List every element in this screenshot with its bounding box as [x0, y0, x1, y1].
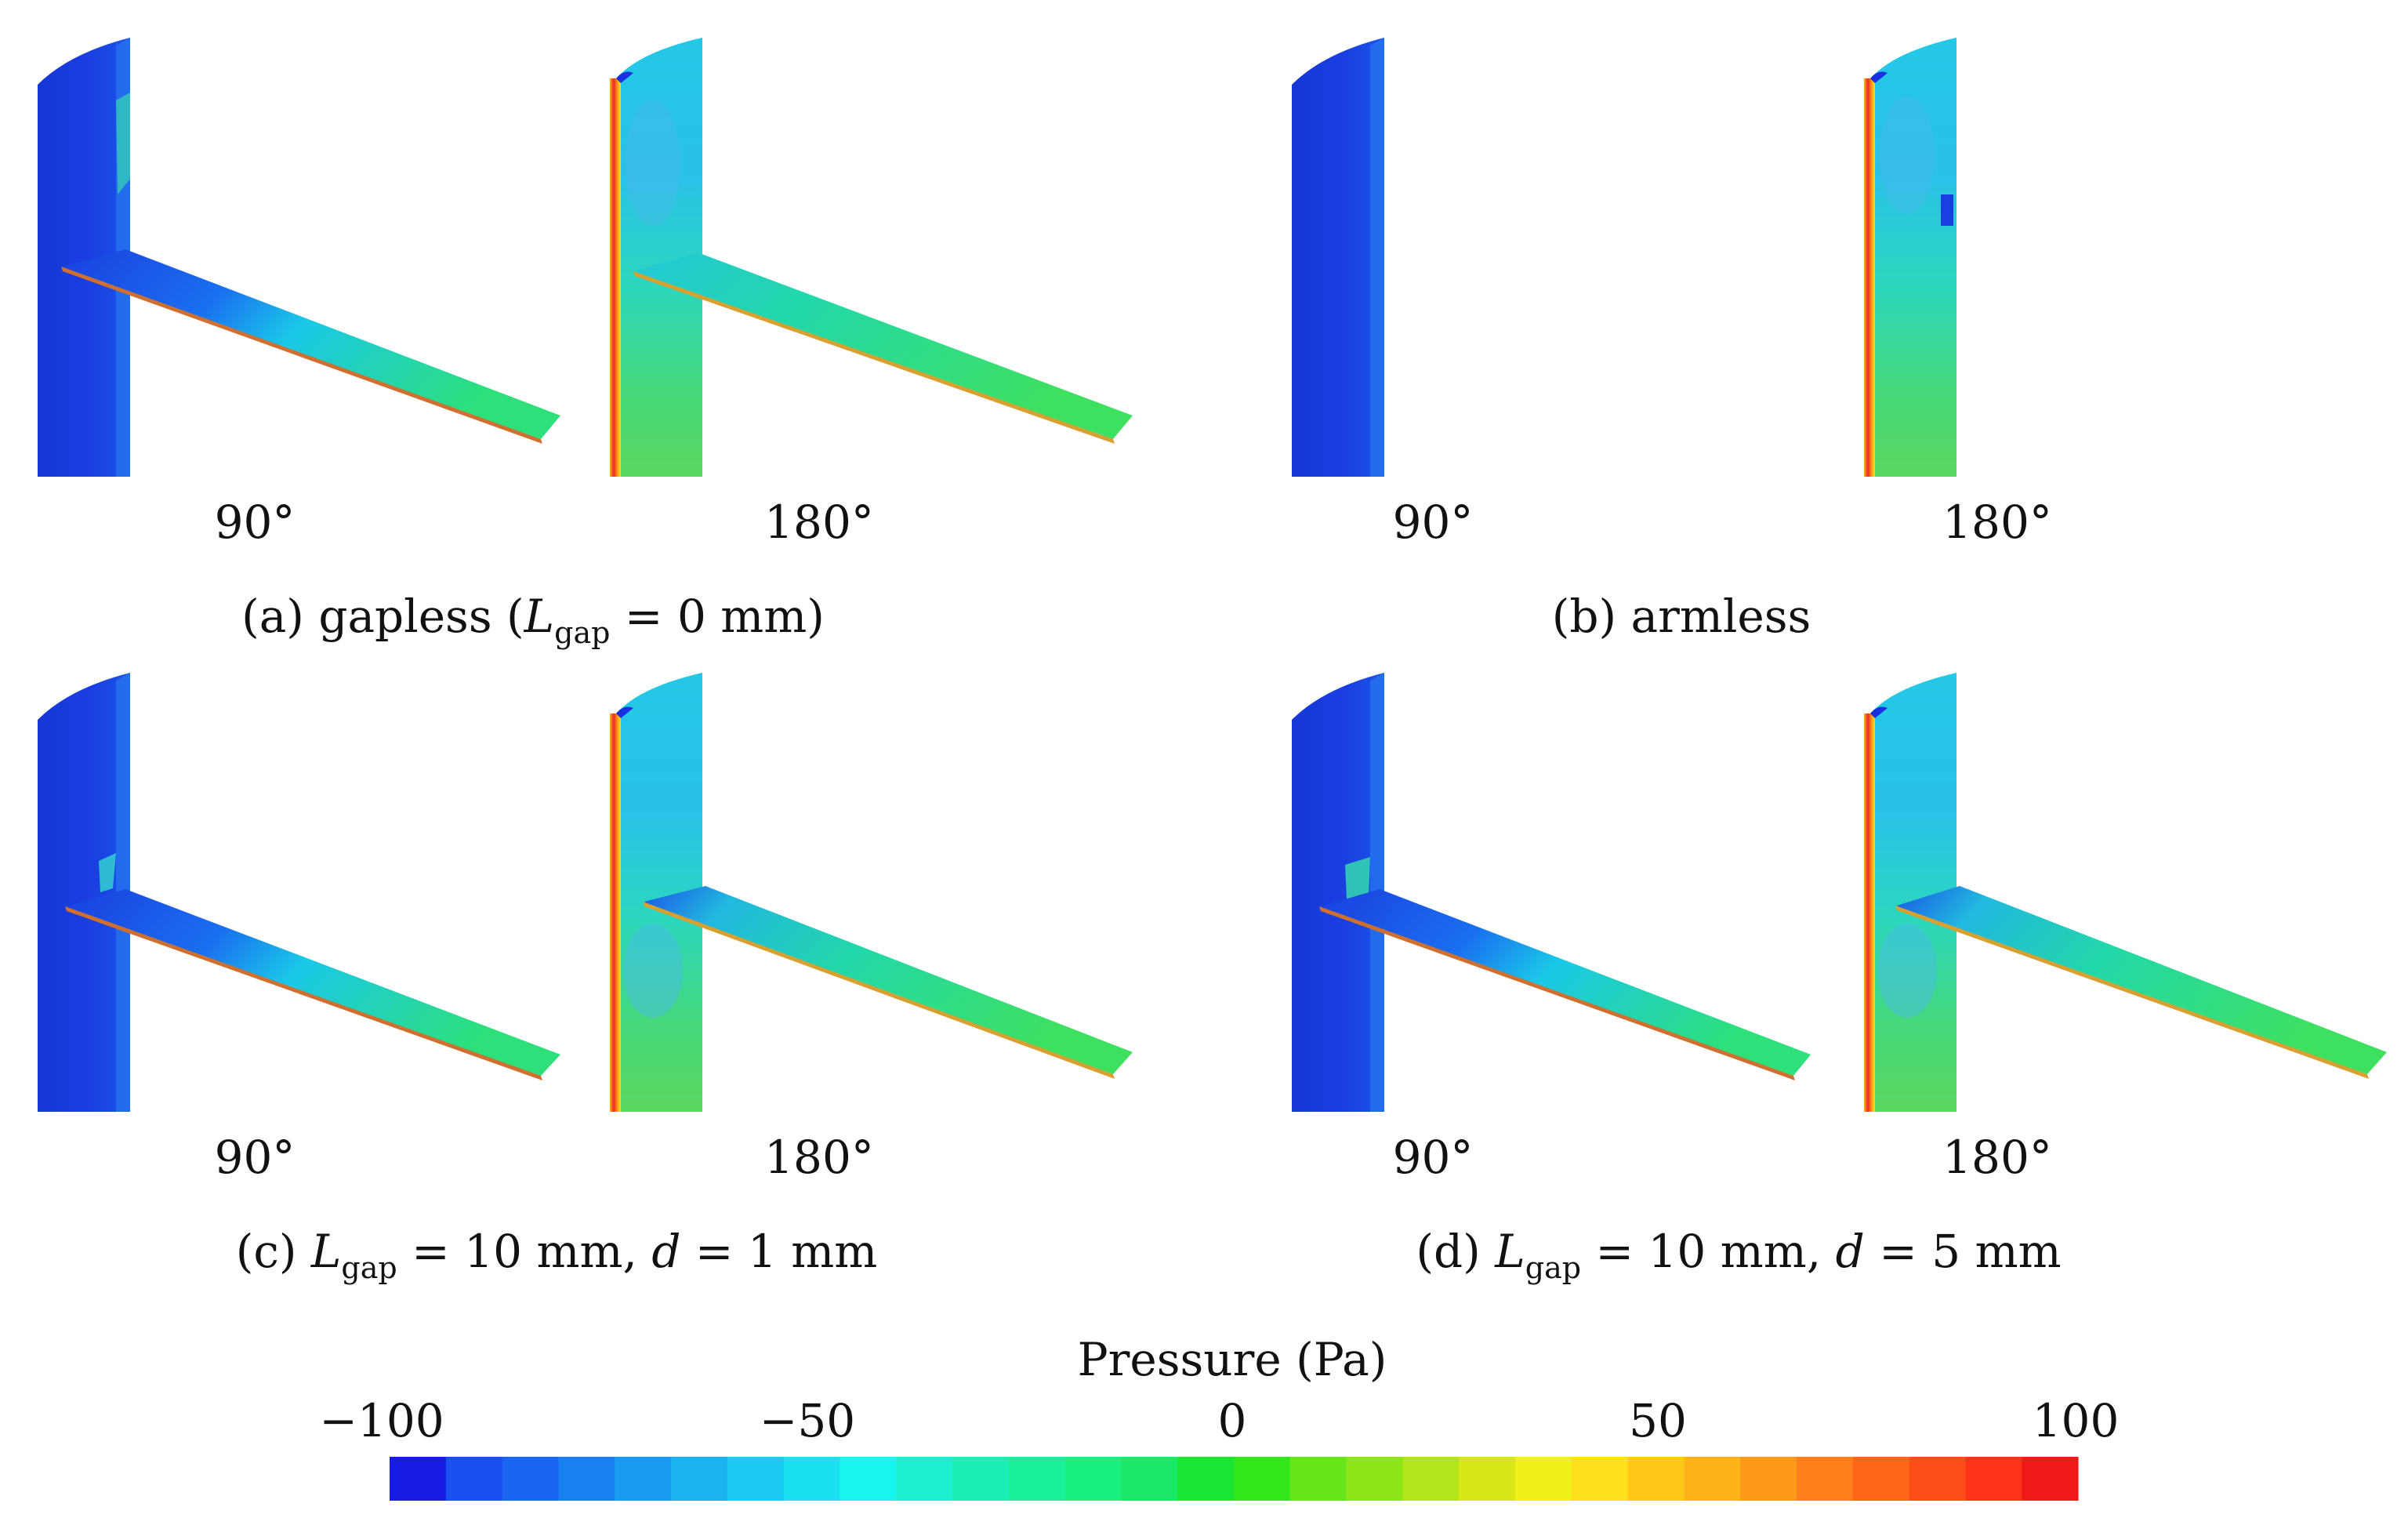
colorbar-tick-50: 50 [1629, 1394, 1687, 1447]
panel-a-angle-1: 90° [214, 496, 296, 549]
colorbar-tick-min: −100 [319, 1394, 444, 1447]
panel-b-90-blade [1292, 38, 1384, 477]
panel-b-caption: (b) armless [1551, 590, 1811, 643]
colorbar-segment [390, 1457, 447, 1501]
colorbar-segment [1684, 1457, 1741, 1501]
panel-d-angle-1: 90° [1392, 1131, 1474, 1184]
colorbar-segment [1064, 1457, 1122, 1501]
panel-b-angle-1: 90° [1392, 496, 1474, 549]
panel-d-180-blade [1864, 673, 1956, 1112]
colorbar-segment [1797, 1457, 1854, 1501]
colorbar-segment [1852, 1457, 1910, 1501]
colorbar-segment [1627, 1457, 1685, 1501]
colorbar-segment [1346, 1457, 1403, 1501]
panel-c-caption: (c) Lgap = 10 mm, d = 1 mm [235, 1225, 878, 1285]
colorbar-segment [615, 1457, 672, 1501]
colorbar-segment [1909, 1457, 1966, 1501]
panel-d-90-arm [1319, 889, 1811, 1080]
colorbar-segment [558, 1457, 615, 1501]
panel-d-angle-2: 180° [1942, 1131, 2052, 1184]
panel-d-180-arm [1895, 886, 2387, 1079]
colorbar-segment [1121, 1457, 1178, 1501]
panel-b-180-blade [1864, 38, 1956, 477]
colorbar-segment [783, 1457, 840, 1501]
colorbar-segment [1234, 1457, 1291, 1501]
panel-a-caption: (a) gapless (Lgap = 0 mm) [241, 590, 825, 650]
colorbar-segment [1515, 1457, 1572, 1501]
colorbar-segment [952, 1457, 1010, 1501]
colorbar-tick-neg50: −50 [759, 1394, 856, 1447]
colorbar-segment [1402, 1457, 1460, 1501]
panel-c-180-blade [610, 673, 702, 1112]
colorbar-tick-zero: 0 [1217, 1394, 1247, 1447]
colorbar-segment [1177, 1457, 1235, 1501]
colorbar-segment [727, 1457, 785, 1501]
colorbar-segment [1740, 1457, 1797, 1501]
colorbar [390, 1457, 2079, 1501]
colorbar-segment [1459, 1457, 1516, 1501]
colorbar-segment [502, 1457, 559, 1501]
panel-a-90-arm [61, 249, 560, 444]
colorbar-segment [896, 1457, 953, 1501]
panel-b-angle-2: 180° [1942, 496, 2052, 549]
colorbar-segment [671, 1457, 728, 1501]
colorbar-segment [2022, 1457, 2079, 1501]
colorbar-segment [1289, 1457, 1347, 1501]
colorbar-title: Pressure (Pa) [1077, 1333, 1387, 1386]
panel-a-angle-2: 180° [764, 496, 874, 549]
colorbar-tick-max: 100 [2032, 1394, 2120, 1447]
panel-a-90-blade [38, 38, 130, 477]
colorbar-segment [1008, 1457, 1066, 1501]
panel-d-caption: (d) Lgap = 10 mm, d = 5 mm [1416, 1225, 2062, 1285]
panel-a-180-blade [610, 38, 702, 477]
panel-a-180-arm [633, 252, 1133, 444]
colorbar-segment [445, 1457, 503, 1501]
colorbar-segment [840, 1457, 897, 1501]
panel-c-angle-2: 180° [764, 1131, 874, 1184]
colorbar-segment [1571, 1457, 1629, 1501]
panel-c-angle-1: 90° [214, 1131, 296, 1184]
panel-c-180-arm [643, 886, 1133, 1079]
colorbar-segment [1965, 1457, 2022, 1501]
panel-c-90-arm [65, 889, 560, 1080]
